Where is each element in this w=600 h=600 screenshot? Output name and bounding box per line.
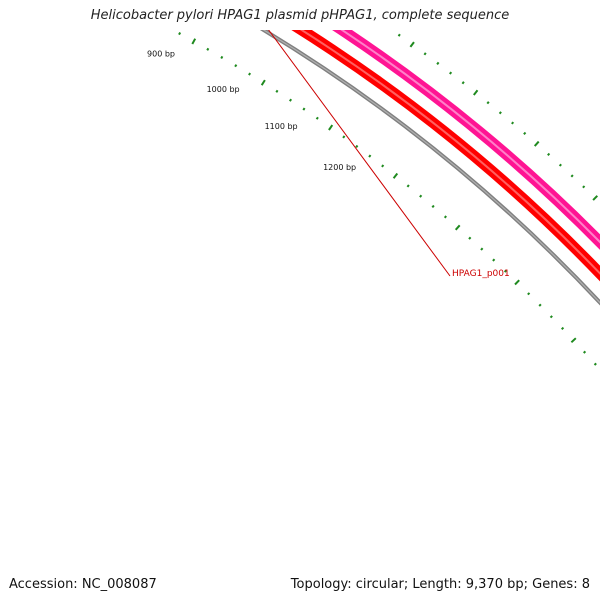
gc-outer-mark: [461, 81, 465, 85]
gc-inner-mark: [406, 184, 410, 188]
gene-label-leader: [268, 30, 451, 277]
gc-outer-mark: [592, 195, 599, 201]
gc-inner-mark: [480, 247, 484, 251]
gc-outer-mark: [386, 25, 387, 27]
summary-label: Topology: circular; Length: 9,370 bp; Ge…: [290, 577, 590, 592]
gc-inner-mark: [392, 172, 399, 179]
gc-inner-mark: [538, 303, 542, 307]
gc-outer-mark: [523, 131, 527, 135]
gc-inner-mark: [492, 258, 496, 262]
gc-inner-mark: [165, 25, 166, 27]
gc-outer-mark: [547, 152, 551, 156]
accession-label: Accession: NC_008087: [9, 577, 157, 592]
gc-outer-mark: [423, 52, 427, 56]
gc-inner-mark: [381, 164, 385, 168]
gc-outer-mark: [570, 174, 574, 178]
gc-outer-mark: [558, 163, 562, 167]
scale-tick-label: 1100 bp: [265, 122, 298, 131]
gc-inner-mark: [368, 154, 372, 158]
gc-inner-mark: [342, 135, 346, 139]
scale-tick-label: 1200 bp: [323, 163, 356, 172]
gc-inner-mark: [593, 362, 597, 366]
gc-inner-mark: [121, 1, 124, 6]
gc-inner-mark: [431, 204, 435, 209]
gc-inner-mark: [302, 107, 306, 111]
gc-inner-mark: [206, 47, 210, 51]
gc-inner-mark: [443, 215, 447, 219]
gc-outer-mark: [345, 0, 348, 2]
gc-inner-mark: [527, 292, 531, 296]
gene-arc-hpag1-p001: [332, 30, 600, 250]
gc-inner-mark: [288, 98, 293, 102]
gene-arc-inner-highlight: [299, 30, 600, 276]
gc-outer-mark: [498, 111, 502, 115]
gc-inner-mark: [549, 315, 553, 319]
gc-inner-mark: [328, 124, 334, 131]
gene-label-hpag1-p001: HPAG1_p001: [452, 269, 510, 279]
gc-outer-mark: [397, 33, 401, 37]
gc-inner-mark: [355, 144, 359, 148]
gc-inner-mark: [570, 337, 577, 344]
gc-outer-mark: [409, 41, 415, 48]
gc-inner-mark: [178, 32, 182, 36]
gc-inner-mark: [275, 89, 279, 93]
gc-inner-mark: [248, 72, 252, 76]
gc-inner-mark: [560, 326, 565, 331]
gc-outer-mark: [511, 121, 515, 125]
gc-inner-mark: [514, 279, 520, 286]
gc-outer-mark: [436, 61, 440, 66]
gc-inner-mark: [583, 350, 587, 354]
gc-inner-mark: [220, 55, 224, 59]
scale-tick-label: 900 bp: [147, 50, 175, 59]
gc-inner-mark: [191, 38, 197, 45]
gc-inner-mark: [234, 64, 238, 68]
gc-outer-mark: [473, 89, 479, 96]
plasmid-backbone-highlight: [262, 30, 600, 304]
gc-inner-mark: [419, 194, 423, 198]
gc-inner-mark: [503, 269, 508, 273]
gc-outer-mark: [486, 101, 490, 105]
gc-outer-mark: [449, 71, 453, 75]
scale-tick-label: 1000 bp: [207, 85, 240, 94]
gc-outer-mark: [582, 185, 586, 189]
gc-inner-mark: [315, 116, 319, 120]
map-title: Helicobacter pylori HPAG1 plasmid pHPAG1…: [90, 8, 510, 23]
gc-outer-mark: [533, 140, 540, 147]
gene-arc-hpag1-p001-highlight: [340, 30, 600, 244]
gc-inner-mark: [468, 236, 472, 240]
gc-inner-mark: [260, 79, 266, 86]
gc-inner-mark: [454, 224, 461, 231]
